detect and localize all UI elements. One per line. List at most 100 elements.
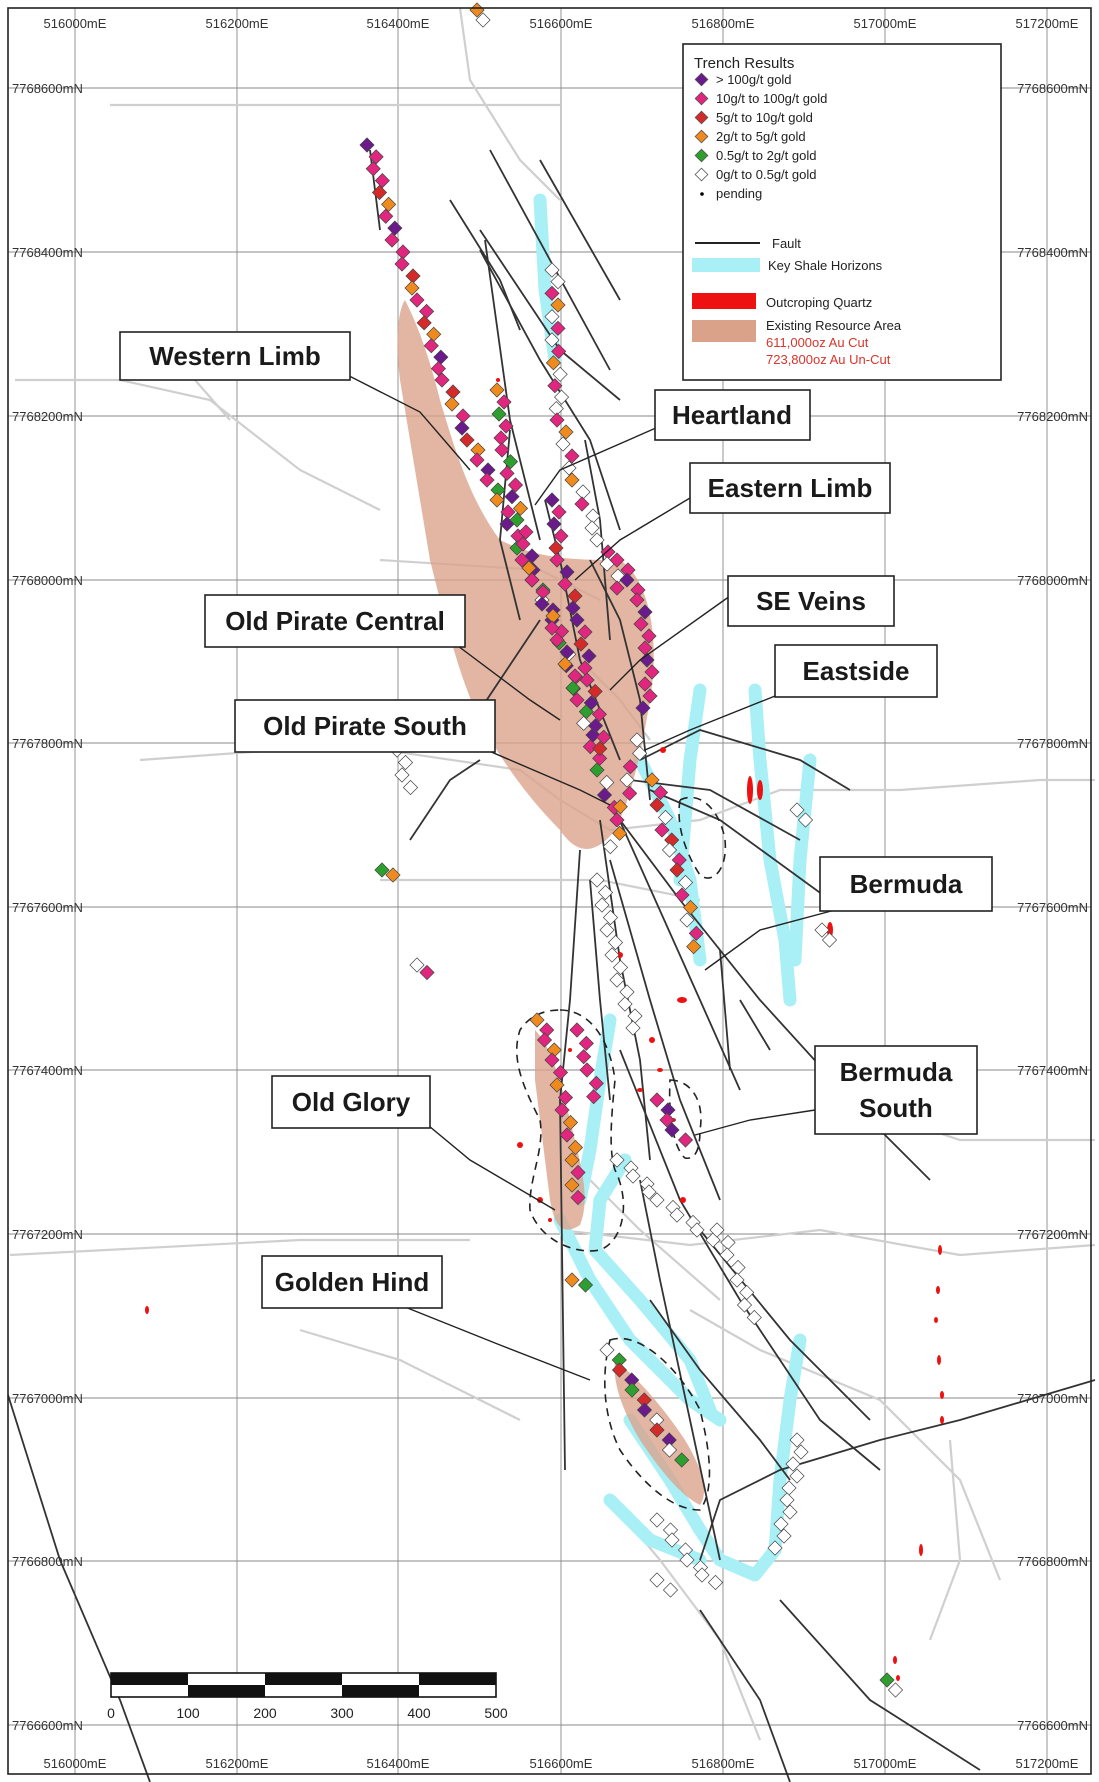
- trench-sample-diamond: [660, 1102, 676, 1118]
- trench-sample-diamond: [576, 1049, 592, 1065]
- trench-sample-diamond: [397, 754, 414, 771]
- trench-sample-diamond: [546, 516, 562, 532]
- trench-sample-diamond: [637, 676, 653, 692]
- legend-grade-label: 5g/t to 10g/t gold: [716, 110, 813, 125]
- grade-diamond-symbol: [694, 129, 709, 144]
- trench-sample-diamond: [649, 797, 665, 813]
- trench-sample-diamond: [589, 532, 605, 548]
- trench-sample-diamond: [629, 732, 645, 748]
- northing-label-left: 7768000mN: [12, 573, 83, 588]
- trench-sample-diamond: [557, 656, 573, 672]
- trench-sample-diamond: [611, 1362, 628, 1378]
- trench-sample-diamond: [636, 1402, 653, 1418]
- trench-sample-diamond: [569, 612, 585, 628]
- trench-sample-diamond: [622, 759, 638, 775]
- trench-sample-diamond: [577, 624, 593, 640]
- trench-sample-diamond: [654, 822, 670, 838]
- trench-sample-diamond: [694, 1567, 710, 1583]
- trench-sample-diamond: [496, 394, 512, 410]
- trench-sample-diamond: [574, 496, 590, 512]
- trench-sample-diamond: [544, 1052, 560, 1068]
- callout-label: Western Limb: [149, 341, 320, 371]
- trench-sample-diamond: [641, 628, 657, 644]
- trench-sample-diamond: [544, 492, 560, 508]
- trench-sample-diamond: [677, 1132, 694, 1148]
- trench-sample-diamond: [674, 887, 690, 903]
- northing-label-right: 7767000mN: [1017, 1391, 1088, 1406]
- trench-sample-diamond: [620, 562, 636, 578]
- trench-sample-diamond: [599, 774, 615, 791]
- legend-fault-label: Fault: [772, 236, 801, 251]
- northing-label-left: 7768400mN: [12, 245, 83, 260]
- grade-diamond-symbol: [694, 72, 709, 87]
- trench-sample-diamond: [569, 1022, 585, 1038]
- scale-tick-labels: 0 100 200 300 400 500: [107, 1705, 508, 1721]
- trench-sample-diamond: [455, 408, 471, 424]
- trench-sample-diamond: [793, 1444, 809, 1460]
- trench-sample-diamond: [573, 636, 589, 652]
- callout-label: Old Pirate South: [263, 711, 467, 741]
- trench-sample-diamond: [493, 430, 509, 446]
- trench-sample-diamond: [611, 1352, 627, 1368]
- trench-sample-diamond: [677, 1542, 694, 1558]
- trench-sample-diamond: [629, 592, 645, 608]
- trench-sample-diamond: [544, 262, 560, 278]
- scale-tick-label: 100: [176, 1705, 200, 1721]
- trench-sample-diamond: [409, 957, 425, 973]
- trench-sample-diamond: [518, 524, 534, 540]
- trench-sample-diamond: [509, 512, 525, 528]
- trench-sample-diamond: [599, 922, 615, 938]
- prospect-outlines: [516, 796, 727, 1511]
- trench-sample-diamond: [394, 767, 410, 783]
- legend-grade-label: 2g/t to 5g/t gold: [716, 129, 806, 144]
- trench-sample-diamond: [612, 825, 628, 841]
- trench-sample-diamond: [776, 1528, 792, 1544]
- trench-sample-diamond: [602, 909, 619, 926]
- trench-sample-diamond: [539, 1022, 555, 1038]
- trench-sample-diamond: [545, 355, 561, 371]
- scale-tick-label: 200: [253, 1705, 277, 1721]
- trench-sample-diamond: [569, 692, 585, 708]
- trench-sample-diamond: [582, 739, 598, 755]
- northing-label-right: 7767200mN: [1017, 1227, 1088, 1242]
- trench-sample-diamond: [575, 484, 591, 500]
- trench-sample-diamond: [550, 274, 566, 290]
- callout-golden-hind: Golden Hind: [261, 1255, 443, 1309]
- easting-label-top: 517000mE: [854, 16, 917, 31]
- trench-sample-diamond: [597, 884, 614, 901]
- trench-sample-diamond: [609, 1152, 625, 1168]
- trench-sample-diamond: [587, 683, 603, 699]
- trench-sample-diamond: [426, 326, 442, 342]
- trench-sample-diamond: [589, 872, 605, 888]
- trench-sample-diamond: [652, 784, 669, 801]
- trench-sample-diamond: [365, 161, 381, 177]
- trench-sample-diamond: [536, 1032, 553, 1048]
- trench-sample-diamond: [552, 1064, 569, 1081]
- callout-label-line2: South: [859, 1093, 933, 1123]
- trench-sample-diamond: [524, 548, 540, 564]
- trench-sample-diamond: [395, 244, 411, 260]
- trench-sample-diamond: [359, 137, 375, 153]
- trench-sample-diamond: [368, 149, 384, 165]
- trench-sample-diamond: [609, 972, 625, 988]
- legend-grade-label: 0g/t to 0.5g/t gold: [716, 167, 816, 182]
- trench-sample-diamond: [674, 1452, 690, 1468]
- trench-sample-diamond: [381, 196, 397, 212]
- trench-sample-diamond: [588, 718, 604, 734]
- trench-sample-diamond: [500, 504, 516, 520]
- northing-label-right: 7768600mN: [1017, 81, 1088, 96]
- trench-sample-diamond: [489, 492, 505, 508]
- trench-sample-diamond: [394, 256, 410, 272]
- trench-sample-diamond: [454, 420, 470, 436]
- trench-sample-diamond: [662, 1522, 679, 1538]
- trench-sample-diamond: [502, 454, 519, 470]
- legend-grade-label: > 100g/t gold: [716, 72, 792, 87]
- trench-sample-diamond: [548, 540, 564, 556]
- trench-sample-diamond: [490, 482, 506, 498]
- trench-sample-diamond: [583, 695, 599, 711]
- easting-label-top: 516600mE: [530, 16, 593, 31]
- trench-sample-diamond: [564, 1272, 580, 1288]
- trench-sample-diamond: [402, 779, 419, 796]
- trench-sample-diamond: [577, 1277, 594, 1293]
- trench-sample-diamond: [607, 934, 624, 951]
